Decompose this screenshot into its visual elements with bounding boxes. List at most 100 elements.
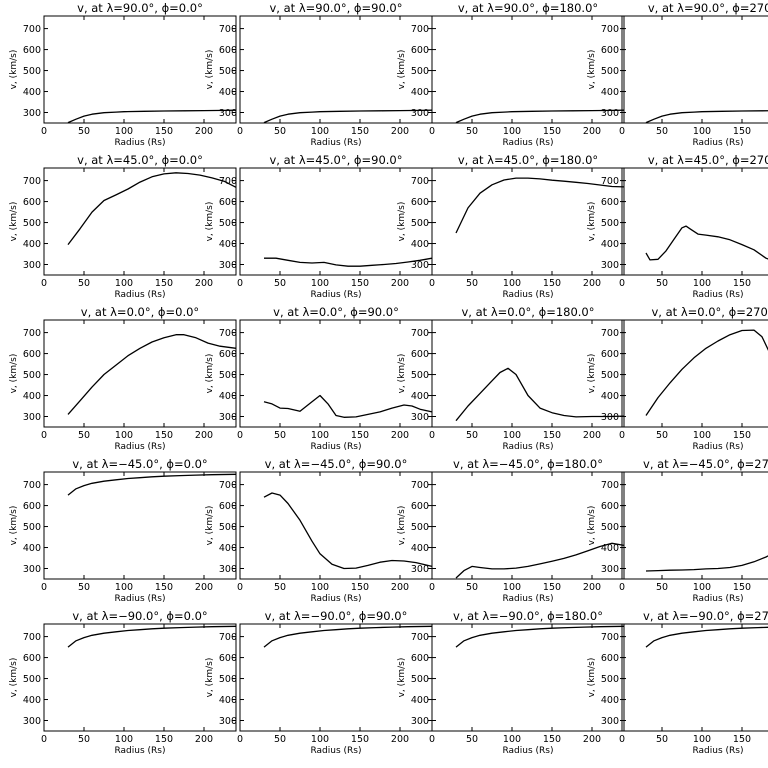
x-tick-label: 50 [78,430,90,441]
x-axis-label: Radius (Rs) [310,138,361,148]
y-tick-label: 300 [411,108,429,119]
y-tick-label: 400 [601,695,619,706]
x-tick-label: 100 [311,734,329,745]
x-axis-label: Radius (Rs) [692,290,743,300]
y-tick-label: 400 [411,391,429,402]
plot-frame [621,471,768,580]
x-tick-label: 150 [733,582,751,593]
x-tick-label: 50 [78,582,90,593]
x-tick-label: 200 [583,278,601,289]
x-axis-label: Radius (Rs) [310,442,361,452]
x-axis-label: Radius (Rs) [114,442,165,452]
y-tick-label: 500 [219,522,237,533]
chart-title: v, at λ=−45.0°, ϕ=0.0° [72,457,207,471]
series-line [455,542,625,579]
x-axis-label: Radius (Rs) [502,594,553,604]
x-tick-label: 100 [693,582,711,593]
x-axis-label: Radius (Rs) [692,746,743,756]
x-tick-label: 100 [311,430,329,441]
x-tick-label: 50 [274,278,286,289]
y-tick-label: 600 [23,653,41,664]
y-tick-label: 500 [23,218,41,229]
y-tick-label: 600 [219,501,237,512]
series-line [263,109,433,124]
chart-title: v, at λ=45.0°, ϕ=90.0° [269,153,402,167]
x-tick-label: 150 [351,126,369,137]
plot-frame [43,15,237,124]
y-axis-label: v, (km/s) [9,354,19,394]
y-tick-label: 600 [219,197,237,208]
plot-frame [621,167,768,276]
x-tick-label: 150 [543,126,561,137]
x-axis-label: Radius (Rs) [310,290,361,300]
x-tick-label: 0 [619,278,625,289]
chart-title: v, at λ=0.0°, ϕ=90.0° [273,305,399,319]
chart-title: v, at λ=90.0°, ϕ=180.0° [458,1,598,15]
chart-panel: v, at λ=−45.0°, ϕ=270.0°0501001502003004… [587,457,768,604]
y-axis-label: v, (km/s) [9,202,19,242]
y-tick-label: 400 [411,239,429,250]
y-tick-label: 700 [601,176,619,187]
y-axis-label: v, (km/s) [587,506,597,546]
x-tick-label: 200 [391,126,409,137]
y-axis-label: v, (km/s) [205,50,215,90]
y-tick-label: 300 [411,716,429,727]
y-tick-label: 600 [411,349,429,360]
x-tick-label: 50 [656,126,668,137]
y-tick-label: 600 [219,45,237,56]
series-line [455,177,625,234]
y-tick-label: 500 [601,370,619,381]
x-tick-label: 50 [274,126,286,137]
y-tick-label: 500 [23,674,41,685]
y-tick-label: 300 [601,412,619,423]
plot-frame [431,167,625,276]
x-tick-label: 150 [543,582,561,593]
y-axis-label: v, (km/s) [205,202,215,242]
y-tick-label: 700 [219,24,237,35]
x-tick-label: 100 [311,126,329,137]
x-tick-label: 150 [733,278,751,289]
series-line [263,492,433,570]
y-tick-label: 400 [23,543,41,554]
x-tick-label: 0 [237,126,243,137]
x-axis-label: Radius (Rs) [502,290,553,300]
chart-panel: v, at λ=−45.0°, ϕ=90.0°0 50 100 150 20030040… [205,457,433,604]
y-tick-label: 300 [23,716,41,727]
x-tick-label: 50 [656,430,668,441]
y-tick-label: 400 [219,87,237,98]
chart-panel: v, at λ=−45.0°, ϕ=0.0° 0 50 100 150 200 300 400… [9,457,237,604]
y-tick-label: 300 [601,716,619,727]
x-tick-label: 50 [656,278,668,289]
y-tick-label: 500 [411,370,429,381]
y-tick-label: 400 [411,87,429,98]
x-tick-label: 0 [619,126,625,137]
y-tick-label: 700 [601,480,619,491]
y-tick-label: 600 [601,349,619,360]
x-tick-label: 50 [656,734,668,745]
plot-frame [431,319,625,428]
x-tick-label: 150 [155,734,173,745]
chart-title: v, at λ=45.0°, ϕ=270.0° [648,153,768,167]
y-tick-label: 700 [23,480,41,491]
x-tick-label: 50 [466,126,478,137]
y-tick-label: 600 [601,653,619,664]
y-tick-label: 300 [601,108,619,119]
series-line [263,625,433,648]
y-tick-label: 500 [23,370,41,381]
y-tick-label: 700 [219,328,237,339]
x-tick-label: 50 [78,126,90,137]
chart-panel: v, at λ=90.0°, ϕ=0.0° 0 50 100 150 200 300 400 5… [9,1,237,148]
y-tick-label: 600 [23,45,41,56]
x-tick-label: 150 [351,582,369,593]
x-tick-label: 100 [503,278,521,289]
y-tick-label: 500 [411,674,429,685]
x-tick-label: 200 [195,430,213,441]
y-tick-label: 600 [411,653,429,664]
y-axis-label: v, (km/s) [397,506,407,546]
chart-title: v, at λ=−45.0°, ϕ=90.0° [265,457,408,471]
y-tick-label: 700 [411,328,429,339]
series-line [455,109,625,124]
y-tick-label: 600 [601,501,619,512]
chart-title: v, at λ=−90.0°, ϕ=0.0° [72,609,207,623]
